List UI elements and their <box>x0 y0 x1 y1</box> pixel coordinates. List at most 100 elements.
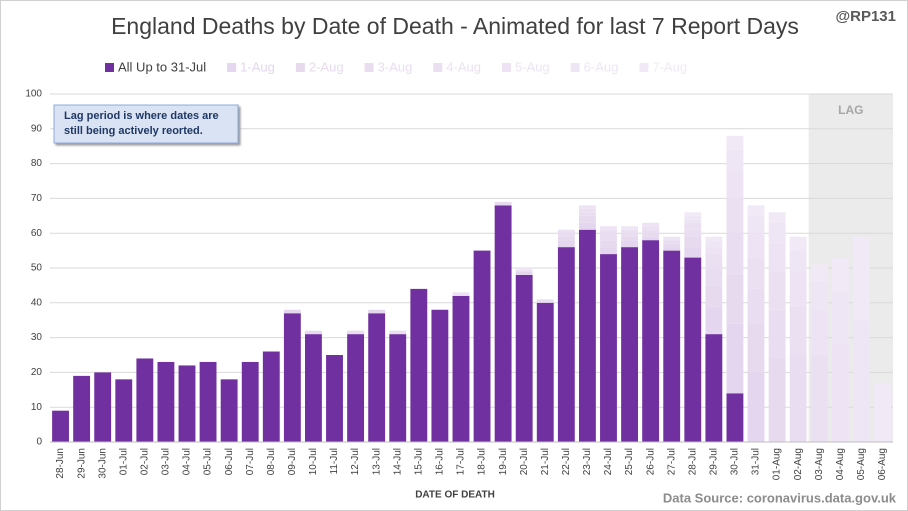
bar-segment <box>705 285 723 307</box>
x-tick-label: 29-Jul <box>709 448 720 475</box>
legend-label: 1-Aug <box>240 59 275 74</box>
x-tick-label: 06-Aug <box>877 448 888 480</box>
bar-segment <box>852 236 870 321</box>
bar-segment <box>578 229 596 442</box>
x-tick-label: 06-Jul <box>224 448 235 475</box>
bar-segment <box>621 226 638 230</box>
bar-segment <box>768 271 786 310</box>
x-tick-label: 28-Jul <box>687 448 698 475</box>
bar-segment <box>768 222 786 244</box>
bar-segment <box>557 229 575 234</box>
x-tick-label: 29-Jun <box>76 448 87 479</box>
x-tick-label: 03-Jul <box>161 448 172 475</box>
bar-segment <box>642 236 660 241</box>
bar-segment <box>663 243 681 248</box>
bar-segment <box>789 355 807 442</box>
x-tick-label: 05-Aug <box>856 448 867 480</box>
bar-segment <box>621 233 638 237</box>
bar-segment <box>305 330 322 335</box>
bar-segment <box>789 271 807 307</box>
bar-segment <box>283 309 301 314</box>
bar-segment <box>831 344 849 442</box>
x-tick-label: 26-Jul <box>645 448 656 475</box>
bar-segment <box>684 247 702 258</box>
x-tick-label: 13-Jul <box>371 448 382 475</box>
bar-segment <box>557 236 575 241</box>
y-tick-label: 20 <box>31 367 43 378</box>
bar-segment <box>852 320 870 442</box>
x-tick-label: 07-Jul <box>245 448 256 475</box>
legend-swatch <box>364 63 374 72</box>
bar-segment <box>726 233 744 275</box>
bar-segment <box>600 229 617 234</box>
bar-segment <box>663 236 681 241</box>
bar-segment <box>473 250 491 442</box>
bar-segment <box>515 271 533 275</box>
bar-segment <box>684 222 702 230</box>
bar-segment <box>747 323 765 373</box>
bar-segment <box>410 288 428 442</box>
bar-segment <box>747 288 765 324</box>
bar-segment <box>705 236 723 241</box>
bar-segment <box>494 201 512 206</box>
bar-segment <box>557 233 575 237</box>
bar-segment <box>789 306 807 355</box>
x-tick-label: 27-Jul <box>666 448 677 475</box>
bar-segment <box>810 355 828 442</box>
bar-segment <box>326 355 343 442</box>
legend-label: 5-Aug <box>515 59 550 74</box>
bar-segment <box>642 233 660 237</box>
bar-segment <box>557 247 575 442</box>
x-tick-label: 19-Jul <box>498 448 509 475</box>
chart-title: England Deaths by Date of Death - Animat… <box>111 13 799 39</box>
source-note: Data Source: coronavirus.data.gov.uk <box>663 490 897 505</box>
bar-segment <box>283 313 301 442</box>
x-tick-label: 25-Jul <box>624 448 635 475</box>
x-tick-label: 30-Jun <box>97 448 108 479</box>
bar-segment <box>768 309 786 359</box>
bar-segment <box>389 330 407 335</box>
y-tick-label: 90 <box>31 123 43 134</box>
legend-label: 6-Aug <box>584 59 619 74</box>
bar-segment <box>684 236 702 248</box>
legend-label: 7-Aug <box>652 59 687 74</box>
legend-swatch <box>570 63 580 72</box>
bar-segment <box>810 281 828 310</box>
annotation-text: Lag period is where dates are <box>64 110 219 122</box>
bar-segment <box>536 302 554 442</box>
x-tick-label: 15-Jul <box>413 448 424 475</box>
bar-segment <box>578 215 596 223</box>
annotation-text: still being actively reorted. <box>64 125 203 137</box>
legend-swatch <box>295 63 305 72</box>
bar-segment <box>241 361 259 442</box>
y-tick-label: 40 <box>31 297 43 308</box>
x-tick-label: 03-Aug <box>814 448 825 480</box>
x-tick-label: 16-Jul <box>435 448 446 475</box>
legend-label: All Up to 31-Jul <box>118 59 206 74</box>
x-axis-label: DATE OF DEATH <box>415 490 495 501</box>
bar-segment <box>52 410 69 442</box>
x-tick-label: 23-Jul <box>582 448 593 475</box>
bar-segment <box>600 247 617 255</box>
bar-segment <box>642 222 660 227</box>
x-tick-label: 22-Jul <box>561 448 572 475</box>
bar-segment <box>389 334 407 442</box>
x-tick-label: 28-Jun <box>55 448 66 479</box>
bar-segment <box>789 250 807 272</box>
bar-segment <box>726 198 744 234</box>
x-tick-label: 31-Jul <box>751 448 762 475</box>
bar-segment <box>810 309 828 355</box>
bar-segment <box>73 375 91 442</box>
x-tick-label: 04-Jul <box>182 448 193 475</box>
y-tick-label: 10 <box>31 402 43 413</box>
bar-segment <box>452 295 470 442</box>
bar-segment <box>705 254 723 268</box>
legend-swatch <box>105 63 114 72</box>
bar-segment <box>874 382 891 442</box>
bar-segment <box>368 309 386 314</box>
bar-segment <box>747 215 765 234</box>
x-tick-label: 30-Jul <box>730 448 741 475</box>
x-tick-label: 21-Jul <box>540 448 551 475</box>
bar-segment <box>115 379 133 442</box>
